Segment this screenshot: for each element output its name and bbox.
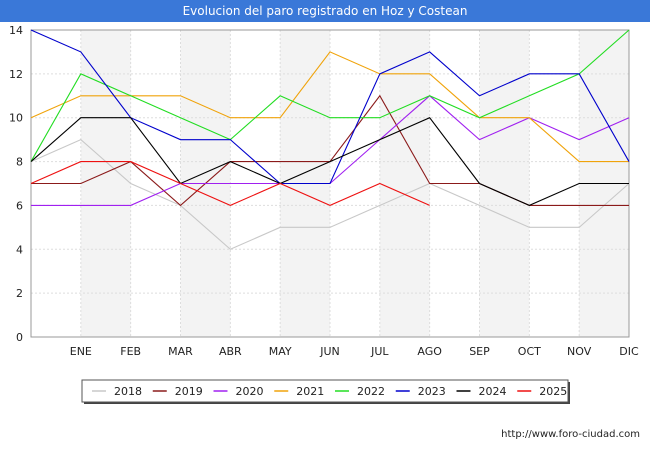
x-tick-label: NOV bbox=[567, 345, 592, 358]
series-lines bbox=[30, 29, 630, 250]
legend: 2018 2019 2020 2021 2022 2023 2024 2025 bbox=[81, 379, 570, 404]
y-tick-label: 0 bbox=[16, 331, 23, 344]
series-line-2018 bbox=[30, 138, 630, 250]
legend-label-2024: 2024 bbox=[479, 385, 507, 398]
legend-box bbox=[81, 379, 569, 403]
series-line-2024 bbox=[30, 117, 629, 207]
plot-band bbox=[80, 30, 131, 337]
legend-label-2021: 2021 bbox=[296, 385, 324, 398]
legend-label-2018: 2018 bbox=[114, 385, 142, 398]
x-tick-label: FEB bbox=[120, 345, 141, 358]
source-url: http://www.foro-ciudad.com bbox=[501, 429, 640, 440]
x-tick-label: ENE bbox=[70, 345, 92, 358]
legend-label-2025: 2025 bbox=[539, 385, 567, 398]
y-tick-label: 10 bbox=[9, 112, 23, 125]
x-tick-label: MAY bbox=[269, 345, 292, 358]
series-line-2022 bbox=[30, 29, 630, 162]
x-tick-label: JUL bbox=[370, 345, 389, 358]
chart-title: Evolucion del paro registrado en Hoz y C… bbox=[0, 0, 650, 22]
y-tick-label: 2 bbox=[16, 287, 23, 300]
legend-label-2020: 2020 bbox=[236, 385, 264, 398]
x-tick-label: AGO bbox=[417, 345, 442, 358]
y-tick-label: 12 bbox=[9, 68, 23, 81]
x-tick-label: MAR bbox=[168, 345, 193, 358]
plot-band bbox=[379, 30, 430, 337]
legend-label-2023: 2023 bbox=[418, 385, 446, 398]
y-tick-label: 4 bbox=[16, 243, 23, 256]
x-tick-label: JUN bbox=[319, 345, 340, 358]
legend-label-2019: 2019 bbox=[175, 385, 203, 398]
x-tick-label: ABR bbox=[219, 345, 242, 358]
legend-label-2022: 2022 bbox=[357, 385, 385, 398]
y-tick-label: 14 bbox=[9, 24, 23, 37]
y-tick-label: 6 bbox=[16, 199, 23, 212]
x-tick-label: DIC bbox=[619, 345, 639, 358]
x-tick-label: OCT bbox=[518, 345, 541, 358]
y-tick-label: 8 bbox=[16, 156, 23, 169]
y-tick-labels: 0 2 4 6 8 10 12 14 bbox=[9, 24, 23, 344]
x-tick-labels: ENE FEB MAR ABR MAY JUN JUL AGO SEP OCT NOV DIC bbox=[70, 345, 639, 358]
x-tick-label: SEP bbox=[469, 345, 490, 358]
plot-band bbox=[479, 30, 530, 337]
series-line-2025 bbox=[30, 161, 430, 207]
